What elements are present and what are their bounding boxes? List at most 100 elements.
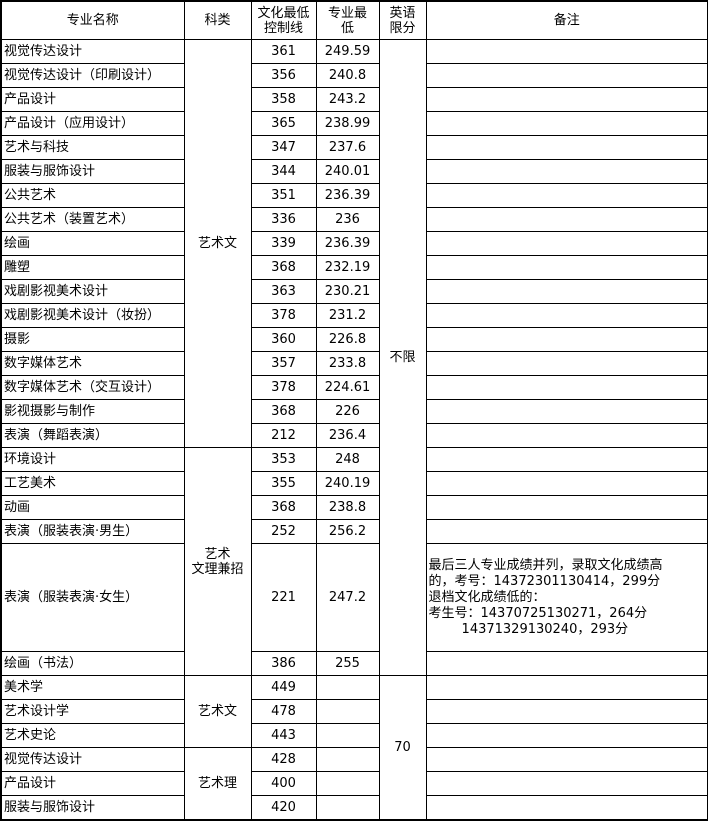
culture-min-score: 368 bbox=[250, 255, 317, 280]
major-name: 雕塑 bbox=[0, 255, 185, 280]
major-min-score: 238.99 bbox=[315, 111, 380, 136]
note-cell bbox=[425, 399, 708, 424]
major-name: 视觉传达设计 bbox=[0, 39, 185, 64]
note-cell: 最后三人专业成绩并列，录取文化成绩高 的，考号：14372301130414，2… bbox=[425, 543, 708, 652]
major-min-score: 231.2 bbox=[315, 303, 380, 328]
table-row: 环境设计 艺术 文理兼招 353 248 bbox=[0, 447, 708, 676]
culture-min-score: 443 bbox=[250, 723, 317, 748]
table-row: 产品设计 400 bbox=[0, 771, 708, 796]
major-name: 视觉传达设计 bbox=[0, 747, 185, 772]
note-cell bbox=[425, 651, 708, 676]
culture-min-score: 358 bbox=[250, 87, 317, 112]
header-culture-min: 文化最低 控制线 bbox=[250, 0, 317, 40]
major-name: 数字媒体艺术 bbox=[0, 351, 185, 376]
culture-min-score: 368 bbox=[250, 399, 317, 424]
major-name: 艺术史论 bbox=[0, 723, 185, 748]
note-cell bbox=[425, 207, 708, 232]
table-row: 影视摄影与制作 368 226 bbox=[0, 399, 708, 424]
table-row: 表演（服装表演·女生） 221 247.2 最后三人专业成绩并列，录取文化成绩高 的，… bbox=[0, 543, 708, 652]
table-row: 数字媒体艺术（交互设计） 378 224.61 bbox=[0, 375, 708, 400]
culture-min-score: 356 bbox=[250, 63, 317, 88]
table-row: 绘画（书法） 386 255 bbox=[0, 651, 708, 676]
culture-min-score: 336 bbox=[250, 207, 317, 232]
culture-min-score: 347 bbox=[250, 135, 317, 160]
header-row: 专业名称 科类 文化最低 控制线 专业最 低 英语 限分 备注 bbox=[0, 0, 708, 40]
note-cell bbox=[425, 327, 708, 352]
table-row: 数字媒体艺术 357 233.8 bbox=[0, 351, 708, 376]
major-name: 服装与服饰设计 bbox=[0, 159, 185, 184]
category-cell: 艺术理 bbox=[183, 747, 252, 821]
major-name: 影视摄影与制作 bbox=[0, 399, 185, 424]
header-english-limit: 英语 限分 bbox=[378, 0, 427, 40]
note-cell bbox=[425, 63, 708, 88]
major-min-score bbox=[315, 747, 380, 772]
note-cell bbox=[425, 351, 708, 376]
note-cell bbox=[425, 87, 708, 112]
note-cell bbox=[425, 771, 708, 796]
table-row: 表演（服装表演·男生） 252 256.2 bbox=[0, 519, 708, 544]
culture-min-score: 363 bbox=[250, 279, 317, 304]
note-cell bbox=[425, 111, 708, 136]
major-min-score: 249.59 bbox=[315, 39, 380, 64]
major-min-score bbox=[315, 795, 380, 821]
note-cell bbox=[425, 699, 708, 724]
table-row: 公共艺术 351 236.39 bbox=[0, 183, 708, 208]
major-min-score: 248 bbox=[315, 447, 380, 472]
major-min-score: 238.8 bbox=[315, 495, 380, 520]
category-cell: 艺术文 bbox=[183, 39, 252, 448]
major-min-score: 247.2 bbox=[315, 543, 380, 652]
major-min-score: 240.8 bbox=[315, 63, 380, 88]
header-notes: 备注 bbox=[425, 0, 708, 40]
major-min-score bbox=[315, 675, 380, 700]
table-row: 视觉传达设计（印刷设计） 356 240.8 bbox=[0, 63, 708, 88]
major-name: 产品设计 bbox=[0, 771, 185, 796]
major-name: 戏剧影视美术设计（妆扮） bbox=[0, 303, 185, 328]
table-row: 戏剧影视美术设计（妆扮） 378 231.2 bbox=[0, 303, 708, 328]
table-row: 美术学 艺术文 449 70 bbox=[0, 675, 708, 821]
note-cell bbox=[425, 519, 708, 544]
major-name: 数字媒体艺术（交互设计） bbox=[0, 375, 185, 400]
header-major-name: 专业名称 bbox=[0, 0, 185, 40]
culture-min-score: 449 bbox=[250, 675, 317, 700]
major-min-score: 226.8 bbox=[315, 327, 380, 352]
major-name: 产品设计（应用设计） bbox=[0, 111, 185, 136]
major-min-score: 224.61 bbox=[315, 375, 380, 400]
major-min-score: 243.2 bbox=[315, 87, 380, 112]
major-name: 摄影 bbox=[0, 327, 185, 352]
culture-min-score: 428 bbox=[250, 747, 317, 772]
major-min-score: 230.21 bbox=[315, 279, 380, 304]
table-row: 服装与服饰设计 344 240.01 bbox=[0, 159, 708, 184]
table-row: 雕塑 368 232.19 bbox=[0, 255, 708, 280]
major-min-score: 236.4 bbox=[315, 423, 380, 448]
culture-min-score: 344 bbox=[250, 159, 317, 184]
table-row: 产品设计（应用设计） 365 238.99 bbox=[0, 111, 708, 136]
culture-min-score: 353 bbox=[250, 447, 317, 472]
table-body: 视觉传达设计 艺术文 361 249.59 不限 视觉传达设计（印刷设计） 356 240.8… bbox=[0, 39, 708, 821]
table-row: 艺术设计学 478 bbox=[0, 699, 708, 724]
culture-min-score: 357 bbox=[250, 351, 317, 376]
table-row: 摄影 360 226.8 bbox=[0, 327, 708, 352]
culture-min-score: 365 bbox=[250, 111, 317, 136]
culture-min-score: 478 bbox=[250, 699, 317, 724]
table-row: 产品设计 358 243.2 bbox=[0, 87, 708, 112]
note-cell bbox=[425, 423, 708, 448]
table-row: 表演（舞蹈表演） 212 236.4 bbox=[0, 423, 708, 448]
table-row: 戏剧影视美术设计 363 230.21 bbox=[0, 279, 708, 304]
table-row: 动画 368 238.8 bbox=[0, 495, 708, 520]
major-min-score bbox=[315, 723, 380, 748]
note-cell bbox=[425, 795, 708, 821]
note-cell bbox=[425, 747, 708, 772]
note-cell bbox=[425, 675, 708, 700]
note-cell bbox=[425, 183, 708, 208]
major-min-score: 255 bbox=[315, 651, 380, 676]
major-min-score: 236 bbox=[315, 207, 380, 232]
note-cell bbox=[425, 279, 708, 304]
major-name: 服装与服饰设计 bbox=[0, 795, 185, 821]
major-min-score: 256.2 bbox=[315, 519, 380, 544]
major-min-score: 237.6 bbox=[315, 135, 380, 160]
note-cell bbox=[425, 723, 708, 748]
note-cell bbox=[425, 39, 708, 64]
culture-min-score: 361 bbox=[250, 39, 317, 64]
major-name: 环境设计 bbox=[0, 447, 185, 472]
